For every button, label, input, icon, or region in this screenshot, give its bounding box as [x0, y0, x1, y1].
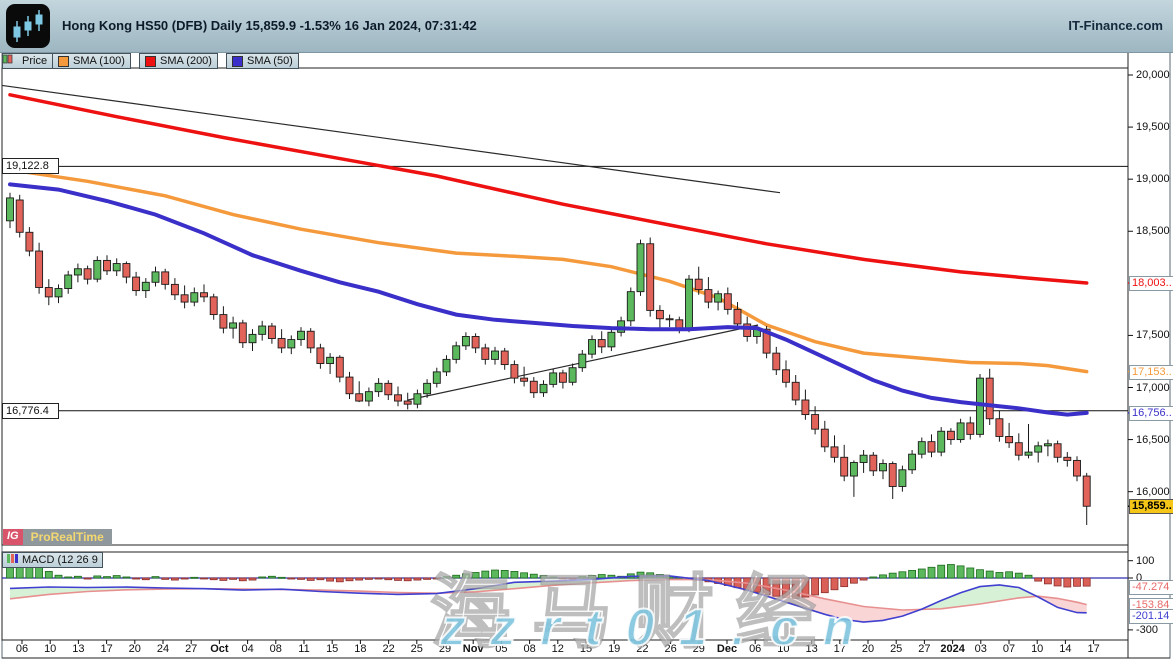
time-axis-label: 17: [1087, 643, 1100, 655]
time-axis-label: 26: [664, 643, 677, 655]
time-axis-label: 03: [974, 643, 987, 655]
data-source-label: IT-Finance.com: [1068, 18, 1163, 33]
price-axis-tick: 20,000: [1136, 69, 1170, 81]
hline-tag-lower[interactable]: 16,776.4: [2, 402, 59, 419]
time-axis-label: 13: [805, 643, 818, 655]
time-axis-label: 20: [861, 643, 875, 655]
time-axis-label: 24: [156, 643, 170, 655]
prorealtime-logo: ProRealTime: [22, 529, 112, 545]
time-axis-label: 25: [890, 643, 903, 655]
price-axis-tick: 19,000: [1136, 173, 1170, 186]
sma50-value-tag[interactable]: 16,756..: [1129, 405, 1173, 421]
sma200-value-tag[interactable]: 18,003..: [1129, 276, 1173, 292]
sma100-value-tag[interactable]: 17,153..: [1129, 364, 1173, 380]
macd-indicator-tab[interactable]: MACD (12 26 9: [2, 552, 103, 568]
macd-line-value-tag[interactable]: -201.14: [1129, 608, 1173, 624]
macd-label: MACD (12 26 9: [22, 554, 98, 566]
price-axis-tick: 17,500: [1136, 329, 1170, 342]
legend-tab-sma200[interactable]: SMA (200): [139, 53, 218, 69]
time-axis-label: 06: [749, 643, 762, 655]
price-axis-tick: 16,500: [1136, 433, 1170, 446]
time-axis-label: 29: [692, 643, 705, 655]
time-axis-label: 22: [382, 643, 395, 655]
time-axis-label: 2024: [940, 643, 965, 655]
time-axis-label: 18: [354, 643, 367, 655]
candlestick-app-icon[interactable]: [6, 4, 50, 48]
time-axis-label: 19: [608, 643, 621, 655]
time-axis-label: 05: [495, 643, 508, 655]
time-axis-label: 07: [1002, 643, 1016, 655]
time-axis-label: 08: [523, 643, 536, 655]
sma50-line: [8, 182, 1089, 417]
legend-sma50-label: SMA (50): [247, 55, 293, 67]
header-bar: Hong Kong HS50 (DFB) Daily 15,859.9 -1.5…: [0, 0, 1173, 53]
time-axis-label: 14: [1059, 643, 1072, 655]
time-axis-label: Oct: [210, 643, 229, 655]
macd-main-line: [9, 575, 1087, 623]
time-axis-label: 10: [1031, 643, 1044, 655]
macd-hist-value-tag[interactable]: -47.274: [1129, 580, 1173, 596]
legend-tab-sma100[interactable]: SMA (100): [52, 53, 131, 69]
time-axis-label: 27: [185, 643, 198, 655]
price-axis-tick: 19,500: [1136, 121, 1170, 134]
hline-tag-upper[interactable]: 19,122.8: [2, 158, 59, 175]
time-axis-label: Dec: [716, 643, 738, 655]
time-axis-label: 13: [72, 643, 85, 655]
time-axis-label: 17: [833, 643, 846, 655]
legend-price-label: Price: [22, 55, 48, 67]
time-axis-label: 08: [269, 643, 282, 655]
sma200-swatch-icon: [145, 55, 156, 67]
time-axis-label: 12: [551, 643, 564, 655]
price-candles-icon: [3, 54, 18, 66]
price-axis-tick: 18,500: [1136, 225, 1170, 238]
price-axis-tick: 17,000: [1136, 381, 1170, 394]
platform-branding[interactable]: IG ProRealTime: [3, 529, 112, 545]
sma200-line: [8, 93, 1089, 285]
time-axis-label: Nov: [462, 643, 484, 655]
macd-bars-icon: [7, 554, 19, 566]
macd-axis-tick: 100: [1136, 554, 1155, 567]
time-axis-label: 11: [298, 643, 310, 655]
macd-axis-tick: -300: [1136, 623, 1159, 636]
time-axis-label: 10: [44, 643, 57, 655]
time-axis-label: 29: [438, 643, 452, 655]
time-axis-label: 15: [579, 643, 593, 655]
ig-logo: IG: [3, 529, 23, 545]
last-price-tag[interactable]: 15,859..: [1129, 499, 1173, 515]
legend-tab-sma50[interactable]: SMA (50): [226, 53, 299, 69]
legend-tab-price[interactable]: Price: [2, 53, 54, 69]
time-axis-label: 15: [326, 643, 339, 655]
sma100-swatch-icon: [58, 55, 69, 67]
macd-axis-tick: 0: [1136, 572, 1143, 584]
time-axis-label: 22: [636, 643, 649, 655]
instrument-title: Hong Kong HS50 (DFB) Daily 15,859.9 -1.5…: [62, 18, 477, 33]
time-axis-label: 25: [410, 643, 423, 655]
time-axis-label: 10: [777, 643, 790, 655]
time-axis-label: 20: [128, 643, 141, 655]
time-axis-label: 06: [15, 643, 29, 655]
legend-sma100-label: SMA (100): [73, 55, 125, 67]
sma50-swatch-icon: [232, 55, 243, 67]
time-axis-label: 27: [918, 643, 931, 655]
price-axis-tick: 16,000: [1136, 485, 1170, 498]
time-axis-label: 17: [100, 643, 113, 655]
time-axis-label: 04: [241, 643, 254, 655]
legend-sma200-label: SMA (200): [160, 55, 212, 67]
